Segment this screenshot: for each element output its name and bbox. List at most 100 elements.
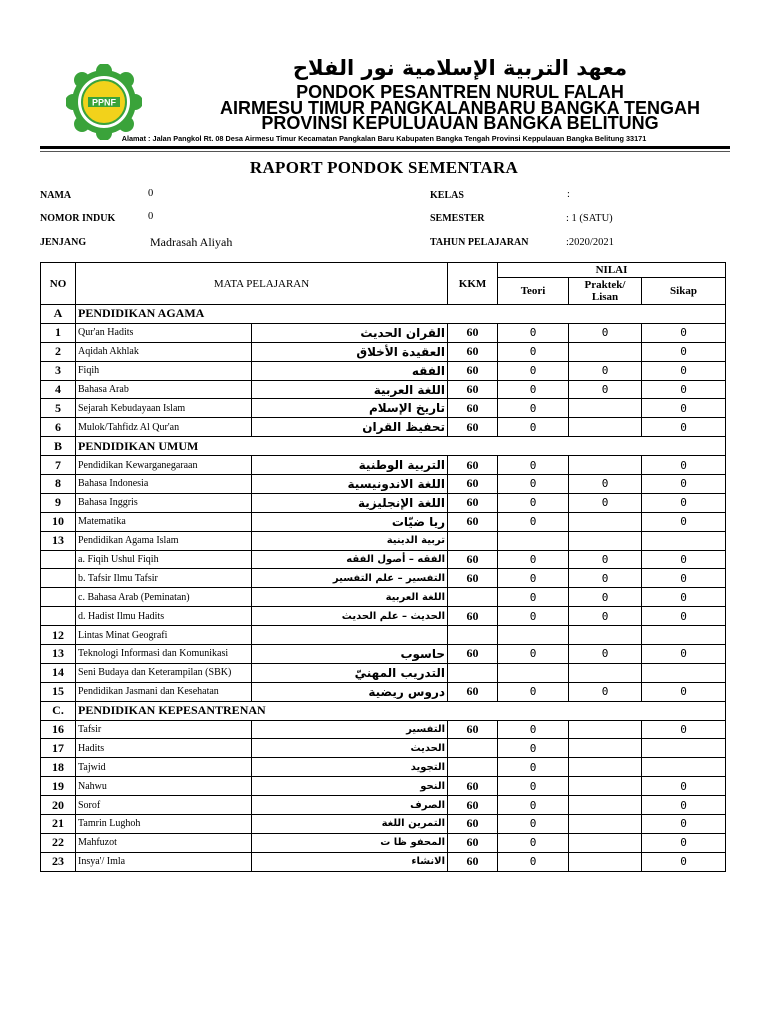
- table-row: 15 Pendidikan Jasmani dan Kesehatan دروس ر…: [40, 681, 727, 702]
- subject-name-arabic: التجويد: [250, 757, 449, 778]
- table-row: 14 Seni Budaya dan Keterampilan (SBK) التد…: [40, 662, 727, 683]
- row-number: 16: [40, 719, 76, 740]
- table-row: 23 Insya'/ Imla الانشاء 60 0 0: [40, 851, 727, 872]
- subject-name-arabic: الصرف: [250, 795, 449, 816]
- teori-value: 0: [497, 814, 570, 834]
- divider: [40, 151, 730, 152]
- praktek-value: [568, 814, 643, 834]
- subject-name-arabic: التربية الوطنية: [250, 455, 449, 476]
- subject-name-arabic: التفسير: [250, 719, 449, 740]
- subject-name-arabic: تحفيظ القران: [250, 417, 449, 438]
- kkm-value: 60: [447, 795, 499, 816]
- arabic-title: معهد التربية الإسلامية نور الفلاح: [292, 56, 628, 80]
- kkm-value: 60: [447, 322, 499, 343]
- praktek-value: [568, 738, 643, 759]
- subject-name-arabic: الحديث: [250, 738, 449, 759]
- teori-value: [497, 530, 570, 551]
- teori-value: 0: [497, 322, 570, 343]
- teori-value: 0: [497, 568, 570, 589]
- sikap-value: 0: [641, 851, 727, 872]
- school-name: PONDOK PESANTREN NURUL FALAH: [296, 82, 624, 102]
- row-number: 21: [40, 814, 76, 834]
- subject-name: Mahfuzot: [75, 832, 252, 853]
- kkm-value: 60: [447, 644, 499, 664]
- page-title: RAPORT PONDOK SEMENTARA: [249, 158, 519, 177]
- subject-name: Pendidikan Jasmani dan Kesehatan: [75, 681, 252, 702]
- section-letter: A: [40, 304, 76, 324]
- table-row: b. Tafsir Ilmu Tafsir التفسير – علم التفس…: [40, 568, 727, 589]
- subject-name-arabic: التفسير – علم التفسير: [250, 568, 449, 589]
- section-title: PENDIDIKAN AGAMA: [74, 304, 727, 324]
- sikap-value: 0: [641, 398, 727, 419]
- row-number: 2: [40, 341, 76, 362]
- subject-name-arabic: الانشاء: [250, 851, 449, 872]
- sikap-value: [641, 625, 727, 646]
- semester-value: : 1 (SATU): [566, 213, 613, 224]
- section-letter: B: [40, 436, 76, 457]
- tahun-label: TAHUN PELAJARAN: [430, 237, 529, 248]
- jenjang-label: JENJANG: [40, 237, 87, 248]
- table-row: 9 Bahasa Inggris اللغة الإنجليزية 60 0 0 0: [40, 492, 727, 513]
- subject-name: Tafsir: [75, 719, 252, 740]
- teori-value: 0: [497, 341, 570, 362]
- semester-label: SEMESTER: [430, 213, 485, 224]
- kkm-value: [447, 587, 499, 608]
- subject-name-arabic: التمرين اللغة: [250, 814, 449, 834]
- teori-value: 0: [497, 757, 570, 778]
- table-row: 2 Aqidah Akhlak العقيدة الأخلاق 60 0 0: [40, 341, 727, 362]
- header-nilai: NILAI: [497, 262, 727, 278]
- subject-name-arabic: ريا ضيّات: [250, 511, 449, 532]
- subject-name: Qur'an Hadits: [75, 322, 252, 343]
- subject-name: Fiqih: [75, 360, 252, 381]
- subject-name-arabic: التدريب المهنيّ: [250, 662, 449, 683]
- row-number: 5: [40, 398, 76, 419]
- letterhead: PPNF معهد التربية الإسلامية نور الفلاح P…: [0, 50, 768, 152]
- praktek-value: 0: [568, 644, 643, 664]
- kelas-label: KELAS: [430, 190, 464, 201]
- header-praktek: Praktek/ Lisan: [568, 277, 643, 305]
- header-mata-pelajaran: MATA PELAJARAN: [74, 262, 449, 305]
- teori-value: 0: [497, 379, 570, 400]
- kkm-value: 60: [447, 417, 499, 438]
- subject-name: Tamrin Lughoh: [75, 814, 252, 834]
- subject-name-arabic: القران الحديث: [250, 322, 449, 343]
- sikap-value: 0: [641, 360, 727, 381]
- praktek-value: [568, 795, 643, 816]
- sikap-value: 0: [641, 644, 727, 664]
- row-number: 13: [40, 644, 76, 664]
- row-number: 17: [40, 738, 76, 759]
- subject-name-arabic: الفقه: [250, 360, 449, 381]
- nomor-induk-label: NOMOR INDUK: [40, 213, 116, 224]
- kkm-value: 60: [447, 832, 499, 853]
- subject-name: Hadits: [75, 738, 252, 759]
- praktek-value: [568, 530, 643, 551]
- sikap-value: 0: [641, 814, 727, 834]
- subject-name: Teknologi Informasi dan Komunikasi: [75, 644, 252, 664]
- sikap-value: 0: [641, 549, 727, 570]
- kkm-value: 60: [447, 568, 499, 589]
- section-row: A PENDIDIKAN AGAMA: [40, 304, 727, 324]
- praktek-value: 0: [568, 606, 643, 627]
- subject-name: Sejarah Kebudayaan Islam: [75, 398, 252, 419]
- school-location: AIRMESU TIMUR PANGKALANBARU BANGKA TENGA…: [220, 98, 700, 118]
- teori-value: 0: [497, 644, 570, 664]
- subject-name-arabic: اللغة العربية: [250, 587, 449, 608]
- kkm-value: 60: [447, 341, 499, 362]
- subject-name: Nahwu: [75, 776, 252, 797]
- subject-name: Tajwid: [75, 757, 252, 778]
- table-row: c. Bahasa Arab (Peminatan) اللغة العربية 0…: [40, 587, 727, 608]
- praktek-value: 0: [568, 549, 643, 570]
- kkm-value: 60: [447, 379, 499, 400]
- table-row: 1 Qur'an Hadits القران الحديث 60 0 0 0: [40, 322, 727, 343]
- subject-name: Pendidikan Agama Islam: [75, 530, 252, 551]
- table-row: d. Hadist Ilmu Hadits الحديث – علم الحديث…: [40, 606, 727, 627]
- table-row: 16 Tafsir التفسير 60 0 0: [40, 719, 727, 740]
- sikap-value: 0: [641, 776, 727, 797]
- kkm-value: [447, 625, 499, 646]
- table-row: 18 Tajwid التجويد 0: [40, 757, 727, 778]
- teori-value: 0: [497, 681, 570, 702]
- subject-name-arabic: اللغة الإنجليزية: [250, 492, 449, 513]
- row-number: [40, 568, 76, 589]
- school-address: Alamat : Jalan Pangkol Rt. 08 Desa Airme…: [121, 134, 647, 143]
- teori-value: 0: [497, 417, 570, 438]
